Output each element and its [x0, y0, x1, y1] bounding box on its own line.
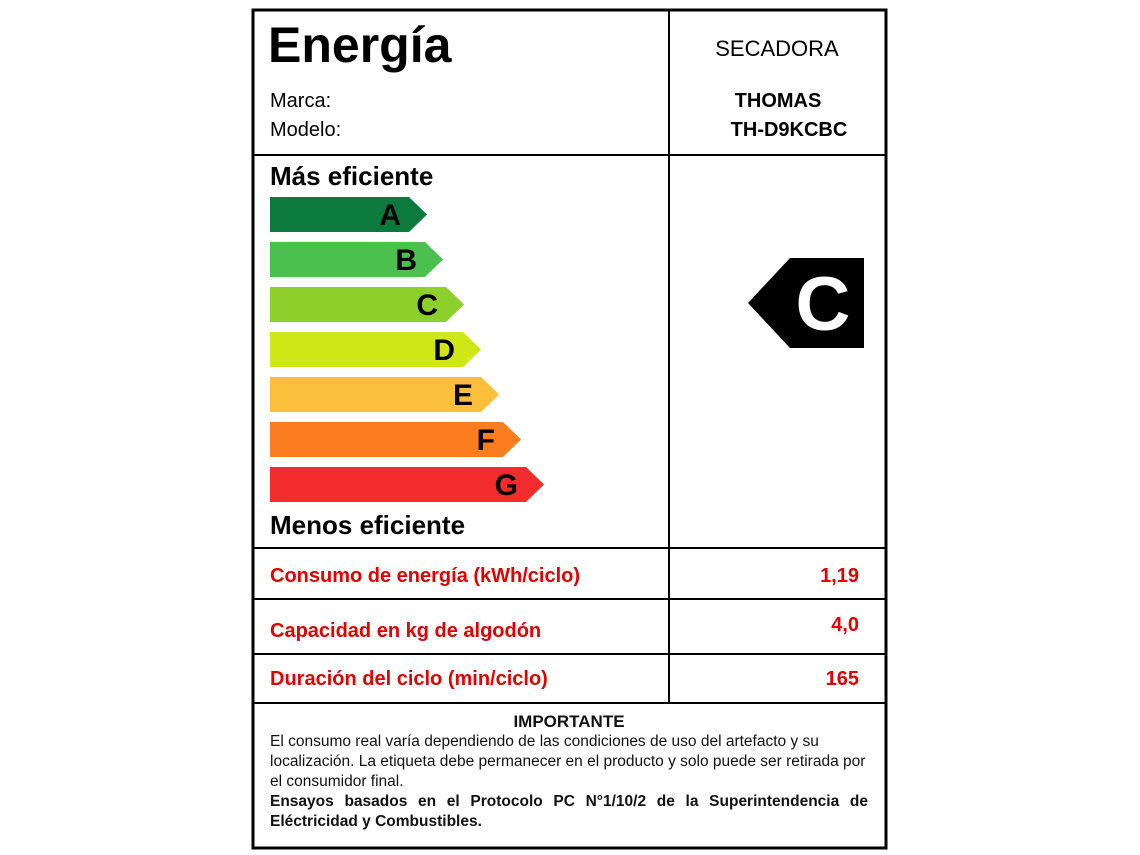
notice-text: El consumo real varía dependiendo de las…	[270, 733, 866, 790]
spec-label: Duración del ciclo (min/ciclo)	[270, 668, 548, 690]
notice-bold-text: Ensayos basados en el Protocolo PC N°1/1…	[270, 793, 868, 830]
class-bar	[270, 197, 427, 232]
class-bar	[270, 467, 544, 502]
top-label: Más eficiente	[270, 161, 433, 191]
class-letter: E	[453, 379, 473, 412]
class-bar	[270, 377, 499, 412]
rating-arrow	[748, 258, 864, 348]
brand: THOMAS	[735, 90, 822, 112]
notice-title: IMPORTANTE	[513, 712, 625, 731]
class-bar	[270, 287, 464, 322]
class-letter: F	[477, 424, 495, 457]
class-letter: A	[379, 199, 401, 232]
spec-label: Consumo de energía (kWh/ciclo)	[270, 565, 580, 587]
spec-value: 1,19	[820, 565, 859, 587]
brand-label: Marca:	[270, 90, 331, 112]
notice: IMPORTANTE El consumo real varía dependi…	[270, 712, 868, 832]
bottom-label: Menos eficiente	[270, 510, 465, 540]
rating-letter: C	[796, 262, 851, 347]
class-letter: B	[395, 244, 417, 277]
model-label: Modelo:	[270, 119, 341, 141]
class-letter: D	[433, 334, 455, 367]
outer-border	[251, 8, 888, 850]
title: Energía	[268, 17, 453, 73]
class-letter: C	[416, 289, 438, 322]
model: TH-D9KCBC	[731, 119, 848, 141]
class-bar	[270, 242, 443, 277]
class-bar	[270, 332, 481, 367]
class-bar	[270, 422, 521, 457]
product: SECADORA	[715, 36, 839, 61]
spec-label: Capacidad en kg de algodón	[270, 620, 541, 642]
class-letter: G	[495, 469, 518, 502]
spec-value: 4,0	[831, 614, 859, 636]
spec-value: 165	[826, 668, 859, 690]
